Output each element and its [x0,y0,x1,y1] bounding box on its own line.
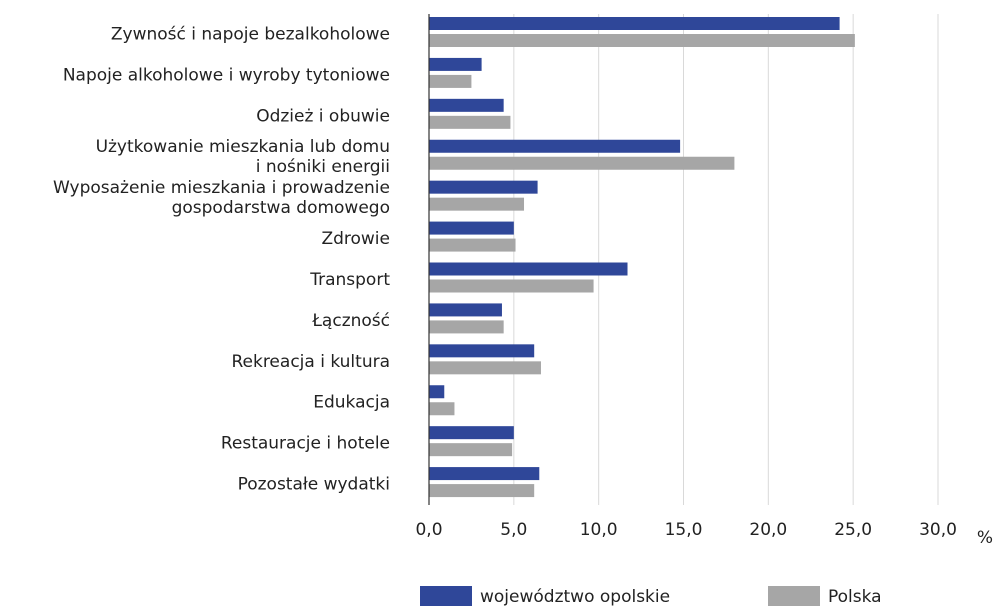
bar [429,57,482,71]
bar [429,221,514,235]
x-tick-label: 25,0 [834,520,872,540]
bar [429,180,538,194]
bar [429,303,502,317]
category-label: Użytkowanie mieszkania lub domu i nośniki… [96,137,390,177]
bar [429,402,455,416]
bar [429,34,855,47]
x-axis-label: % [977,528,993,548]
legend-swatch [420,586,472,606]
category-label: Zdrowie [321,229,390,249]
x-tick-label: 0,0 [415,520,442,540]
category-label: Odzież i obuwie [256,106,390,126]
bar [429,361,541,375]
bar [429,484,535,498]
x-tick-label: 5,0 [500,520,527,540]
bar [429,443,513,457]
bar [429,115,511,129]
bar [429,385,445,399]
bar [429,98,504,112]
x-tick-label: 30,0 [919,520,957,540]
bar [429,467,540,481]
category-label: Wyposażenie mieszkania i prowadzenie gosp… [53,178,390,218]
bar [429,74,472,88]
x-tick-label: 10,0 [580,520,618,540]
category-label: Pozostałe wydatki [238,475,390,495]
category-label: Zywność i napoje bezalkoholowe [111,24,390,44]
legend-swatch [768,586,820,606]
bar [429,17,840,30]
bar [429,197,525,211]
category-label: Restauracje i hotele [221,434,390,454]
category-label: Edukacja [313,393,390,413]
bar [429,320,504,334]
bar [429,279,594,293]
category-label: Napoje alkoholowe i wyroby tytoniowe [63,65,390,85]
bar [429,426,514,440]
bar [429,262,628,276]
category-label: Rekreacja i kultura [231,352,390,372]
x-tick-label: 20,0 [749,520,787,540]
legend-label: województwo opolskie [480,587,670,607]
bar [429,156,735,170]
bar [429,238,516,252]
category-label: Transport [309,270,390,290]
legend-label: Polska [828,587,882,607]
x-tick-label: 15,0 [665,520,703,540]
bar [429,344,535,358]
category-label: Łączność [311,311,390,331]
bar [429,139,681,153]
